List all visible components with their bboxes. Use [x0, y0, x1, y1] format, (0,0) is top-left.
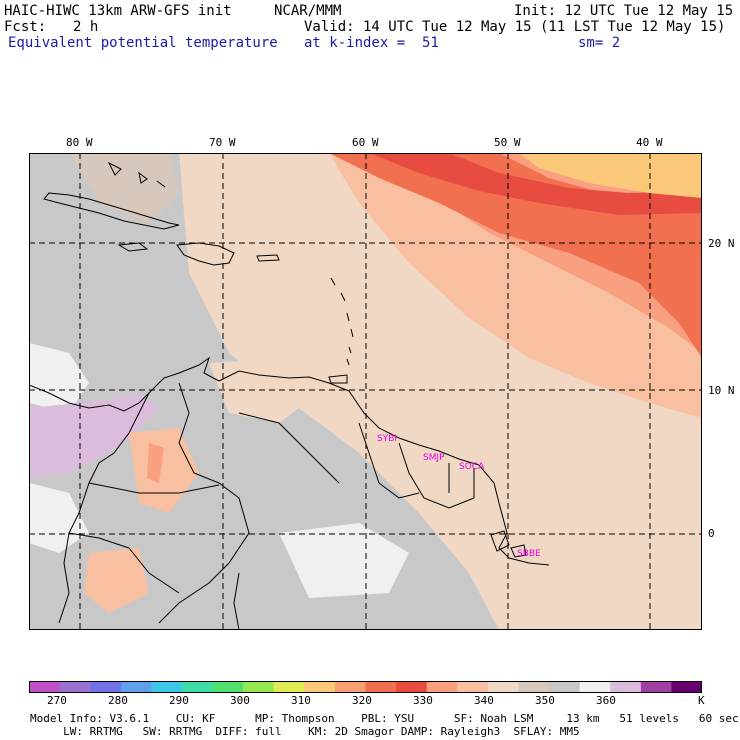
colorbar-unit: K — [698, 694, 705, 707]
field-name: Equivalent potential temperature — [8, 35, 278, 51]
colorbar-swatch — [90, 681, 122, 693]
field-patch-andes — [129, 428, 199, 513]
colorbar-label-280: 280 — [108, 694, 128, 707]
model-info-line1: Model Info: V3.6.1 CU: KF MP: Thompson P… — [30, 712, 739, 725]
station-label-soca: SOCA — [459, 462, 485, 472]
colorbar-label-340: 340 — [474, 694, 494, 707]
theta-e-map: SYBI SMJP SOCA SBBE — [29, 153, 702, 630]
lon-label-70w: 70 W — [209, 136, 236, 149]
station-label-smjp: SMJP — [423, 453, 445, 463]
lon-label-50w: 50 W — [494, 136, 521, 149]
field-patch-andes-core — [147, 443, 164, 483]
field-patch-purple — [29, 393, 159, 478]
colorbar-swatch — [365, 681, 397, 693]
colorbar-label-320: 320 — [352, 694, 372, 707]
colorbar-swatch — [181, 681, 214, 693]
map-frame — [29, 153, 702, 630]
colorbar-swatch — [120, 681, 152, 693]
lat-lon-grid — [29, 153, 702, 630]
colorbar-swatch — [610, 681, 642, 693]
lat-label-10n: 10 N — [708, 384, 735, 397]
colorbar-swatch — [59, 681, 91, 693]
colorbar-label-330: 330 — [413, 694, 433, 707]
model-info-line2: LW: RRTMG SW: RRTMG DIFF: full KM: 2D Sm… — [30, 725, 580, 738]
valid-time: Valid: 14 UTC Tue 12 May 15 (11 LST Tue … — [304, 19, 726, 35]
field-band-325 — [369, 153, 702, 215]
colorbar-label-350: 350 — [535, 694, 555, 707]
lon-label-80w: 80 W — [66, 136, 93, 149]
colorbar-label-290: 290 — [169, 694, 189, 707]
init-time: Init: 12 UTC Tue 12 May 15 — [514, 3, 734, 19]
colorbar-label-360: 360 — [596, 694, 616, 707]
colorbar — [29, 681, 702, 693]
field-patch-ecuador — [84, 548, 149, 613]
colorbar-swatch — [518, 681, 550, 693]
field-patch-caribbean — [69, 153, 179, 223]
colorbar-frame — [29, 681, 702, 693]
colorbar-swatch — [243, 681, 275, 693]
lat-label-0: 0 — [708, 527, 715, 540]
colorbar-swatch — [457, 681, 489, 693]
colorbar-swatch — [640, 681, 672, 693]
colorbar-swatch — [212, 681, 244, 693]
colorbar-label-300: 300 — [230, 694, 250, 707]
colorbar-swatch — [426, 681, 458, 693]
smoothing-label: sm= 2 — [578, 35, 621, 51]
field-patch-white-pacific — [29, 483, 89, 553]
colorbar-swatch — [487, 681, 519, 693]
colorbar-swatch — [151, 681, 183, 693]
coastlines — [29, 161, 550, 630]
model-title: HAIC-HIWC 13km ARW-GFS init — [4, 3, 232, 19]
field-patch-white-west — [29, 343, 89, 413]
station-label-sybi: SYBI — [377, 434, 397, 444]
lon-label-60w: 60 W — [352, 136, 379, 149]
station-label-sbbe: SBBE — [517, 549, 541, 559]
level-index: at k-index = 51 — [304, 35, 439, 51]
colorbar-label-310: 310 — [291, 694, 311, 707]
lon-label-40w: 40 W — [636, 136, 663, 149]
colorbar-swatch — [671, 681, 702, 693]
forecast-label: Fcst: — [4, 19, 47, 35]
organization-label: NCAR/MMM — [274, 3, 342, 19]
colorbar-swatch — [334, 681, 366, 693]
lat-label-20n: 20 N — [708, 237, 735, 250]
colorbar-swatch — [549, 681, 581, 693]
colorbar-swatch — [396, 681, 428, 693]
field-patch-white-amazon — [279, 523, 409, 598]
forecast-hours: 2 h — [73, 19, 99, 35]
colorbar-swatch — [579, 681, 611, 693]
colorbar-swatch — [304, 681, 336, 693]
colorbar-swatch — [29, 681, 61, 693]
colorbar-swatch — [273, 681, 305, 693]
field-band-320 — [519, 153, 702, 198]
colorbar-label-270: 270 — [47, 694, 67, 707]
